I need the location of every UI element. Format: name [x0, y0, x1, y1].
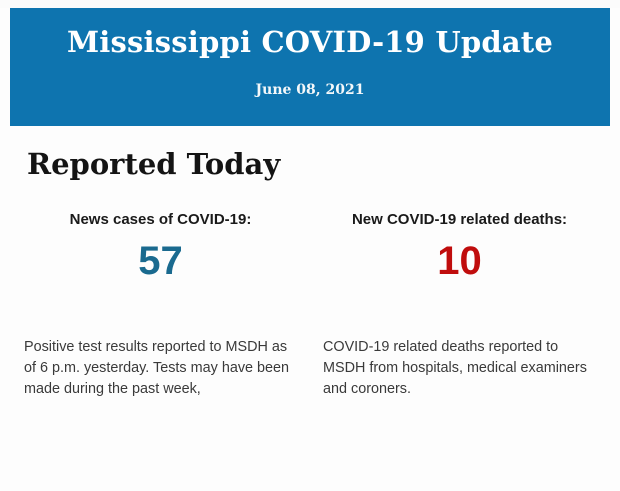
stat-new-cases: News cases of COVID-19: 57 Positive test…	[24, 211, 297, 400]
header-banner: Mississippi COVID-19 Update June 08, 202…	[10, 8, 610, 126]
new-deaths-label: New COVID-19 related deaths:	[351, 211, 568, 228]
covid-update-page: Mississippi COVID-19 Update June 08, 202…	[0, 8, 620, 491]
content-area: Reported Today News cases of COVID-19: 5…	[0, 147, 620, 400]
section-heading: Reported Today	[27, 147, 281, 181]
new-cases-label: News cases of COVID-19:	[69, 211, 252, 228]
page-title: Mississippi COVID-19 Update	[66, 25, 554, 59]
report-date: June 08, 2021	[255, 82, 365, 98]
new-cases-description: Positive test results reported to MSDH a…	[24, 339, 290, 397]
new-cases-value: 57	[138, 239, 183, 283]
stats-columns: News cases of COVID-19: 57 Positive test…	[24, 211, 596, 400]
stat-new-deaths: New COVID-19 related deaths: 10 COVID-19…	[323, 211, 596, 400]
new-deaths-value: 10	[437, 239, 482, 283]
new-deaths-description: COVID-19 related deaths reported to MSDH…	[323, 339, 587, 397]
